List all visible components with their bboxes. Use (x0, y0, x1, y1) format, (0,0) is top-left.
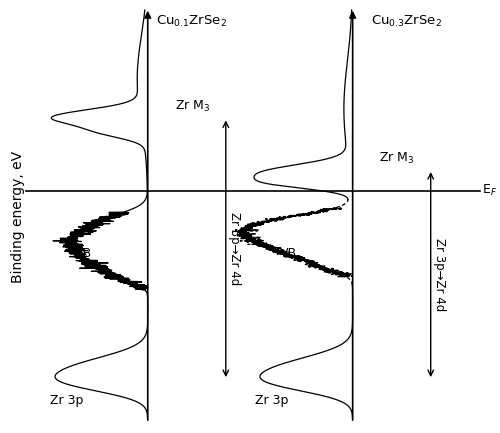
Text: E$_F$: E$_F$ (482, 183, 497, 198)
Text: Zr 3p→Zr 4d: Zr 3p→Zr 4d (228, 212, 241, 285)
Text: Zr 3p: Zr 3p (255, 394, 288, 407)
Text: Binding energy, eV: Binding energy, eV (12, 150, 26, 283)
Text: Zr M$_3$: Zr M$_3$ (174, 99, 210, 114)
Text: Cu$_{0.1}$ZrSe$_2$: Cu$_{0.1}$ZrSe$_2$ (156, 14, 227, 29)
Text: Zr M$_3$: Zr M$_3$ (380, 151, 415, 166)
Text: Zr 3p→Zr 4d: Zr 3p→Zr 4d (433, 238, 446, 311)
Text: Cu$_{0.3}$ZrSe$_2$: Cu$_{0.3}$ZrSe$_2$ (371, 14, 442, 29)
Text: Zr 3p: Zr 3p (50, 394, 84, 407)
Text: VB: VB (74, 246, 92, 259)
Text: VB: VB (280, 246, 296, 259)
